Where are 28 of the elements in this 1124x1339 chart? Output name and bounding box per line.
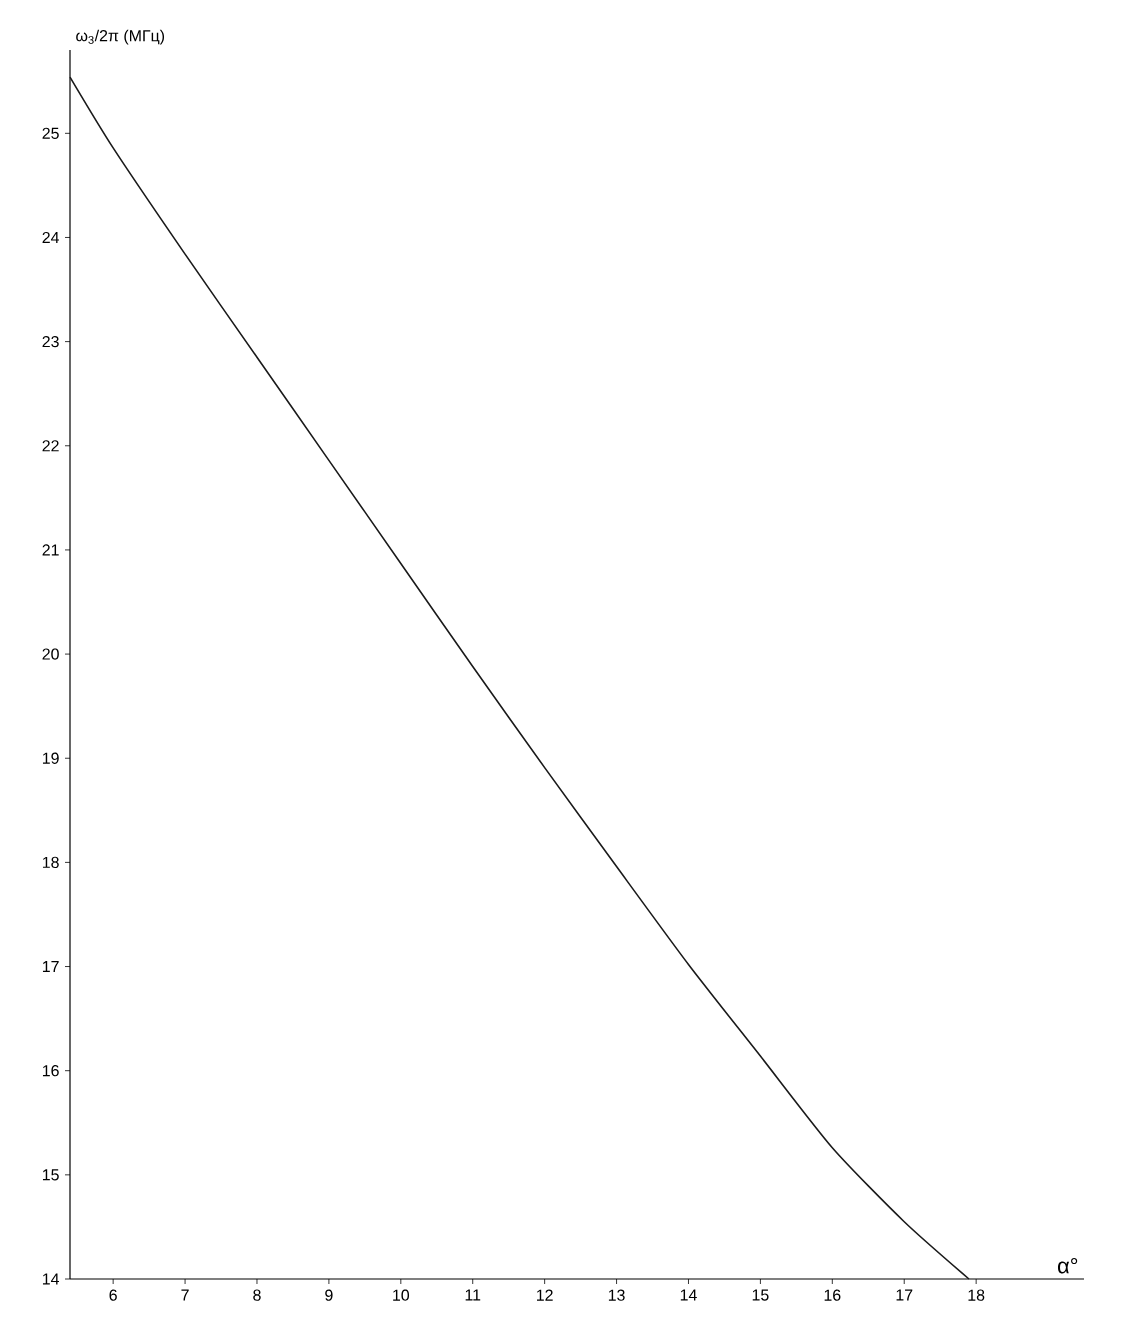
line-series (69, 76, 970, 1280)
x-tick-label: 7 (181, 1289, 189, 1301)
x-tick-label: 12 (537, 1289, 553, 1301)
y-tick-label: 18 (42, 856, 59, 869)
y-axis-title: ω$_{3}$/2π (МГц) (76, 29, 165, 45)
x-tick-label: 13 (608, 1289, 625, 1301)
y-tick-label: 20 (42, 648, 59, 660)
x-tick-label: 6 (109, 1289, 117, 1301)
x-tick-label: 14 (680, 1289, 697, 1301)
x-axis-title: α° (1057, 1257, 1078, 1274)
x-tick-label: 10 (393, 1289, 410, 1301)
y-tick-label: 22 (42, 440, 59, 452)
x-tick-label: 15 (752, 1289, 769, 1301)
y-tick-label: 17 (42, 961, 59, 973)
y-tick-label: 21 (42, 544, 59, 556)
x-tick-label: 16 (824, 1289, 841, 1301)
x-tick-label: 18 (968, 1289, 985, 1301)
y-tick-label: 16 (42, 1065, 59, 1077)
y-tick-label: 19 (42, 752, 59, 764)
x-tick-label: 11 (465, 1289, 481, 1301)
x-tick-label: 8 (253, 1289, 261, 1301)
y-tick-label: 25 (42, 127, 59, 139)
y-tick-label: 14 (42, 1273, 60, 1285)
x-tick-label: 9 (325, 1289, 333, 1301)
x-tick-label: 17 (896, 1289, 913, 1301)
y-tick-label: 24 (42, 231, 60, 244)
y-tick-label: 15 (42, 1169, 59, 1181)
y-tick-label: 23 (42, 335, 59, 348)
